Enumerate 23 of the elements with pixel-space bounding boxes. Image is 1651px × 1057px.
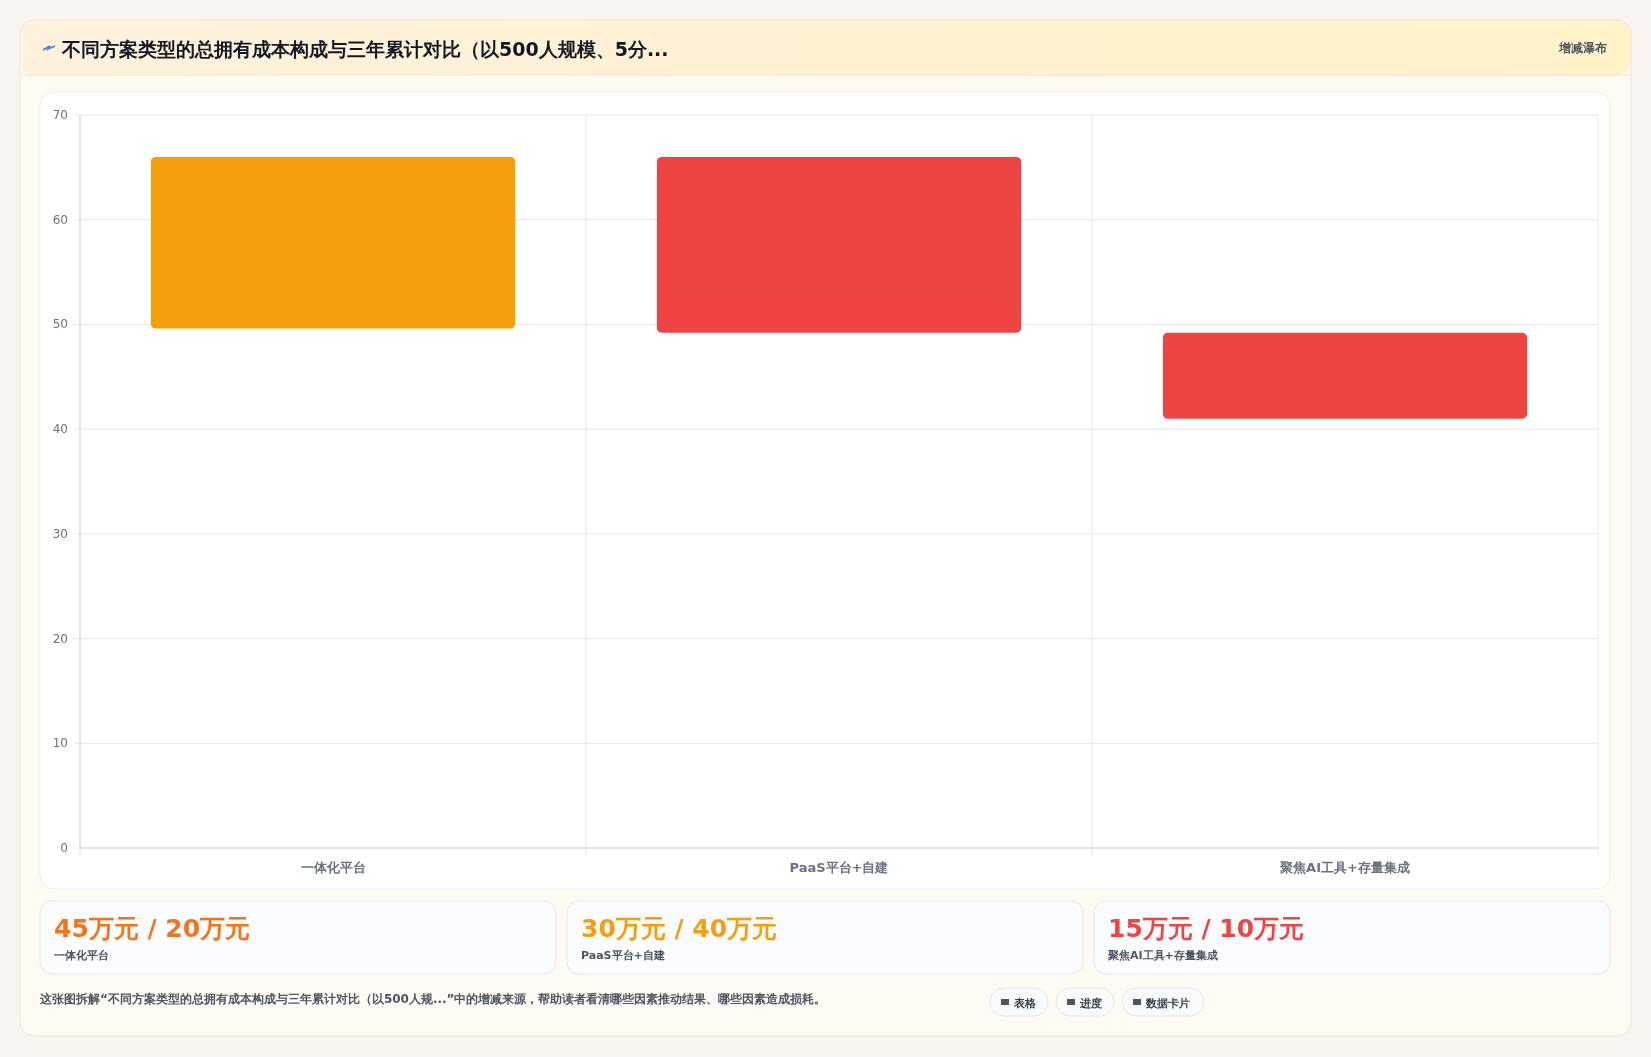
text: 聚焦AI工具+存量集成 xyxy=(1107,949,1218,962)
y-tick-label: 30 xyxy=(52,526,68,541)
text: PaaS平台+自建 xyxy=(581,949,665,962)
text: 15万元 / 10万元 xyxy=(1108,914,1305,943)
x-tick-label: 一体化平台 xyxy=(300,860,366,875)
text: 45万元 / 20万元 xyxy=(54,914,251,943)
y-tick-label: 70 xyxy=(52,108,68,122)
y-tick-label: 50 xyxy=(52,317,68,332)
text: 增减瀑布 xyxy=(1558,41,1607,55)
y-tick-label: 60 xyxy=(52,212,68,227)
y-tick-label: 40 xyxy=(52,422,68,437)
y-tick-label: 0 xyxy=(60,841,68,855)
x-tick-label: 聚焦AI工具+存量集成 xyxy=(1279,860,1410,875)
text: 进度 xyxy=(1079,997,1102,1010)
text: 表格 xyxy=(1013,997,1037,1010)
text: 数据卡片 xyxy=(1145,997,1190,1010)
y-tick-label: 10 xyxy=(52,736,68,751)
x-tick-label: PaaS平台+自建 xyxy=(789,860,889,875)
chart-title: 不同方案类型的总拥有成本构成与三年累计对比（以500人规模、5分... xyxy=(61,38,669,60)
text: 一体化平台 xyxy=(54,949,109,962)
y-tick-label: 20 xyxy=(52,631,68,646)
text: 这张图拆解“不同方案类型的总拥有成本构成与三年累计对比（以500人规...”中的增减来源，帮助读者看清哪些因素推动结果、哪些因素造成损耗。 xyxy=(39,992,827,1006)
text: 30万元 / 40万元 xyxy=(581,914,778,943)
